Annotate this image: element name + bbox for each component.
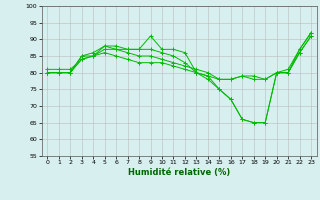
X-axis label: Humidité relative (%): Humidité relative (%) — [128, 168, 230, 177]
